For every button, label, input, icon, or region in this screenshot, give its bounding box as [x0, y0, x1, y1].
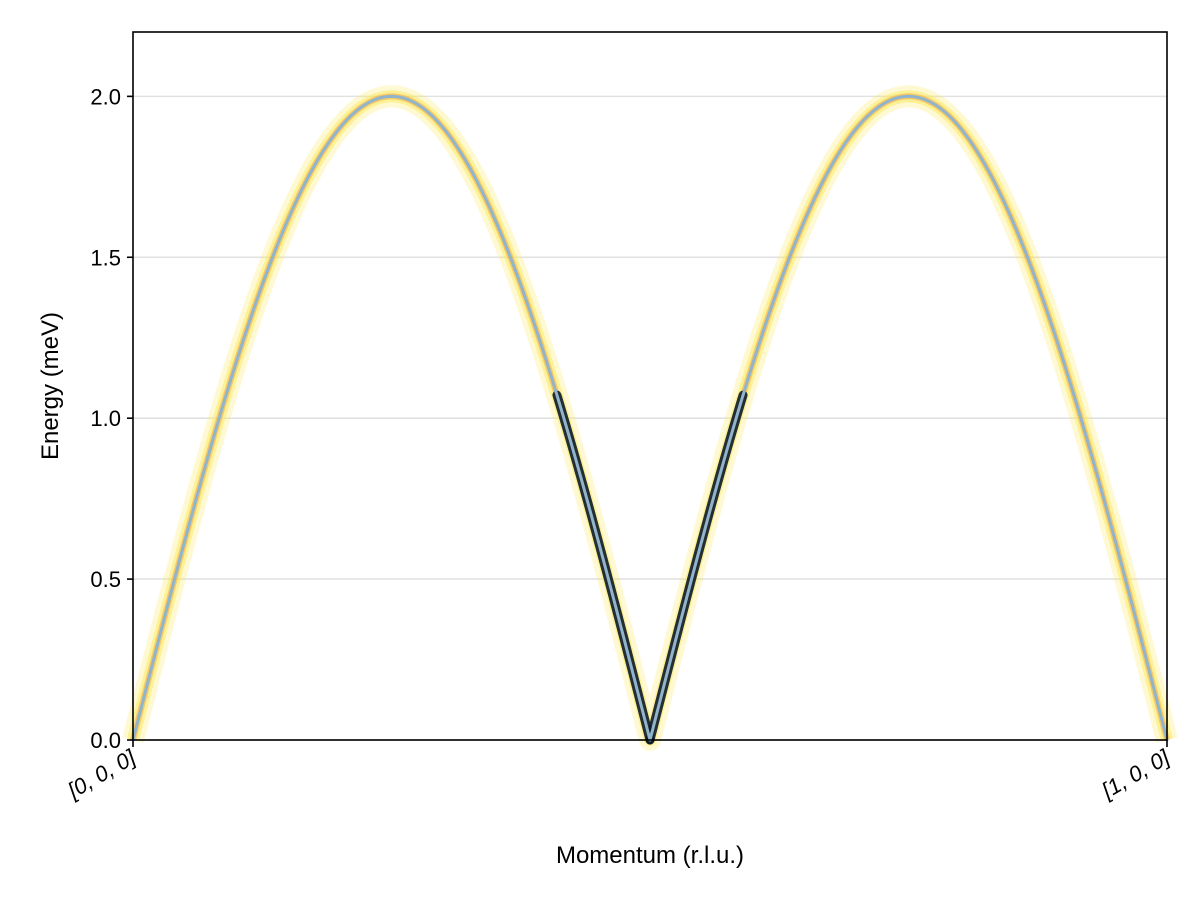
dispersion-point-16 — [958, 126, 962, 130]
dispersion-point-7 — [493, 217, 497, 221]
dispersion-point-3 — [286, 217, 290, 221]
dispersion-point-2 — [234, 360, 238, 364]
plot-frame — [132, 31, 1168, 741]
dispersion-point-15 — [907, 94, 910, 98]
y-tick-label-3: 1.5 — [90, 245, 121, 270]
dispersion-point-18 — [1062, 360, 1066, 364]
dispersion-point-14 — [855, 126, 859, 130]
dispersion-point-1 — [183, 539, 187, 543]
y-tick-label-2: 1.0 — [90, 406, 121, 431]
y-axis-ticks: 0.0 0.5 1.0 1.5 2.0 — [90, 84, 133, 753]
dispersion-point-8 — [545, 360, 549, 364]
y-tick-label-4: 2.0 — [90, 84, 121, 109]
dispersion-point-12 — [751, 360, 755, 364]
dispersion-point-9 — [596, 539, 600, 543]
dispersion-point-6 — [441, 126, 445, 130]
x-tick-label-0: [0, 0, 0] — [63, 744, 141, 803]
x-axis-ticks: [0, 0, 0] [1, 0, 0] — [63, 740, 1175, 804]
x-axis-label: Momentum (r.l.u.) — [556, 842, 744, 869]
dispersion-point-5 — [390, 94, 393, 98]
dispersion-point-19 — [1113, 539, 1117, 543]
dispersion-point-11 — [700, 539, 704, 543]
dispersion-point-4 — [338, 126, 342, 130]
dispersion-point-17 — [1010, 217, 1014, 221]
x-tick-label-1: [1, 0, 0] — [1097, 744, 1175, 803]
dispersion-point-13 — [803, 217, 807, 221]
y-tick-label-0: 0.0 — [90, 728, 121, 753]
y-axis-label: Energy (meV) — [37, 312, 64, 460]
y-tick-label-1: 0.5 — [90, 567, 121, 592]
